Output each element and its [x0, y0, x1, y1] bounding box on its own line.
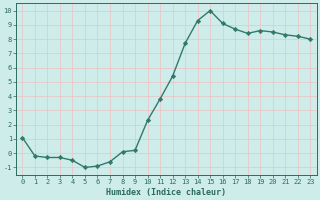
X-axis label: Humidex (Indice chaleur): Humidex (Indice chaleur)	[106, 188, 226, 197]
